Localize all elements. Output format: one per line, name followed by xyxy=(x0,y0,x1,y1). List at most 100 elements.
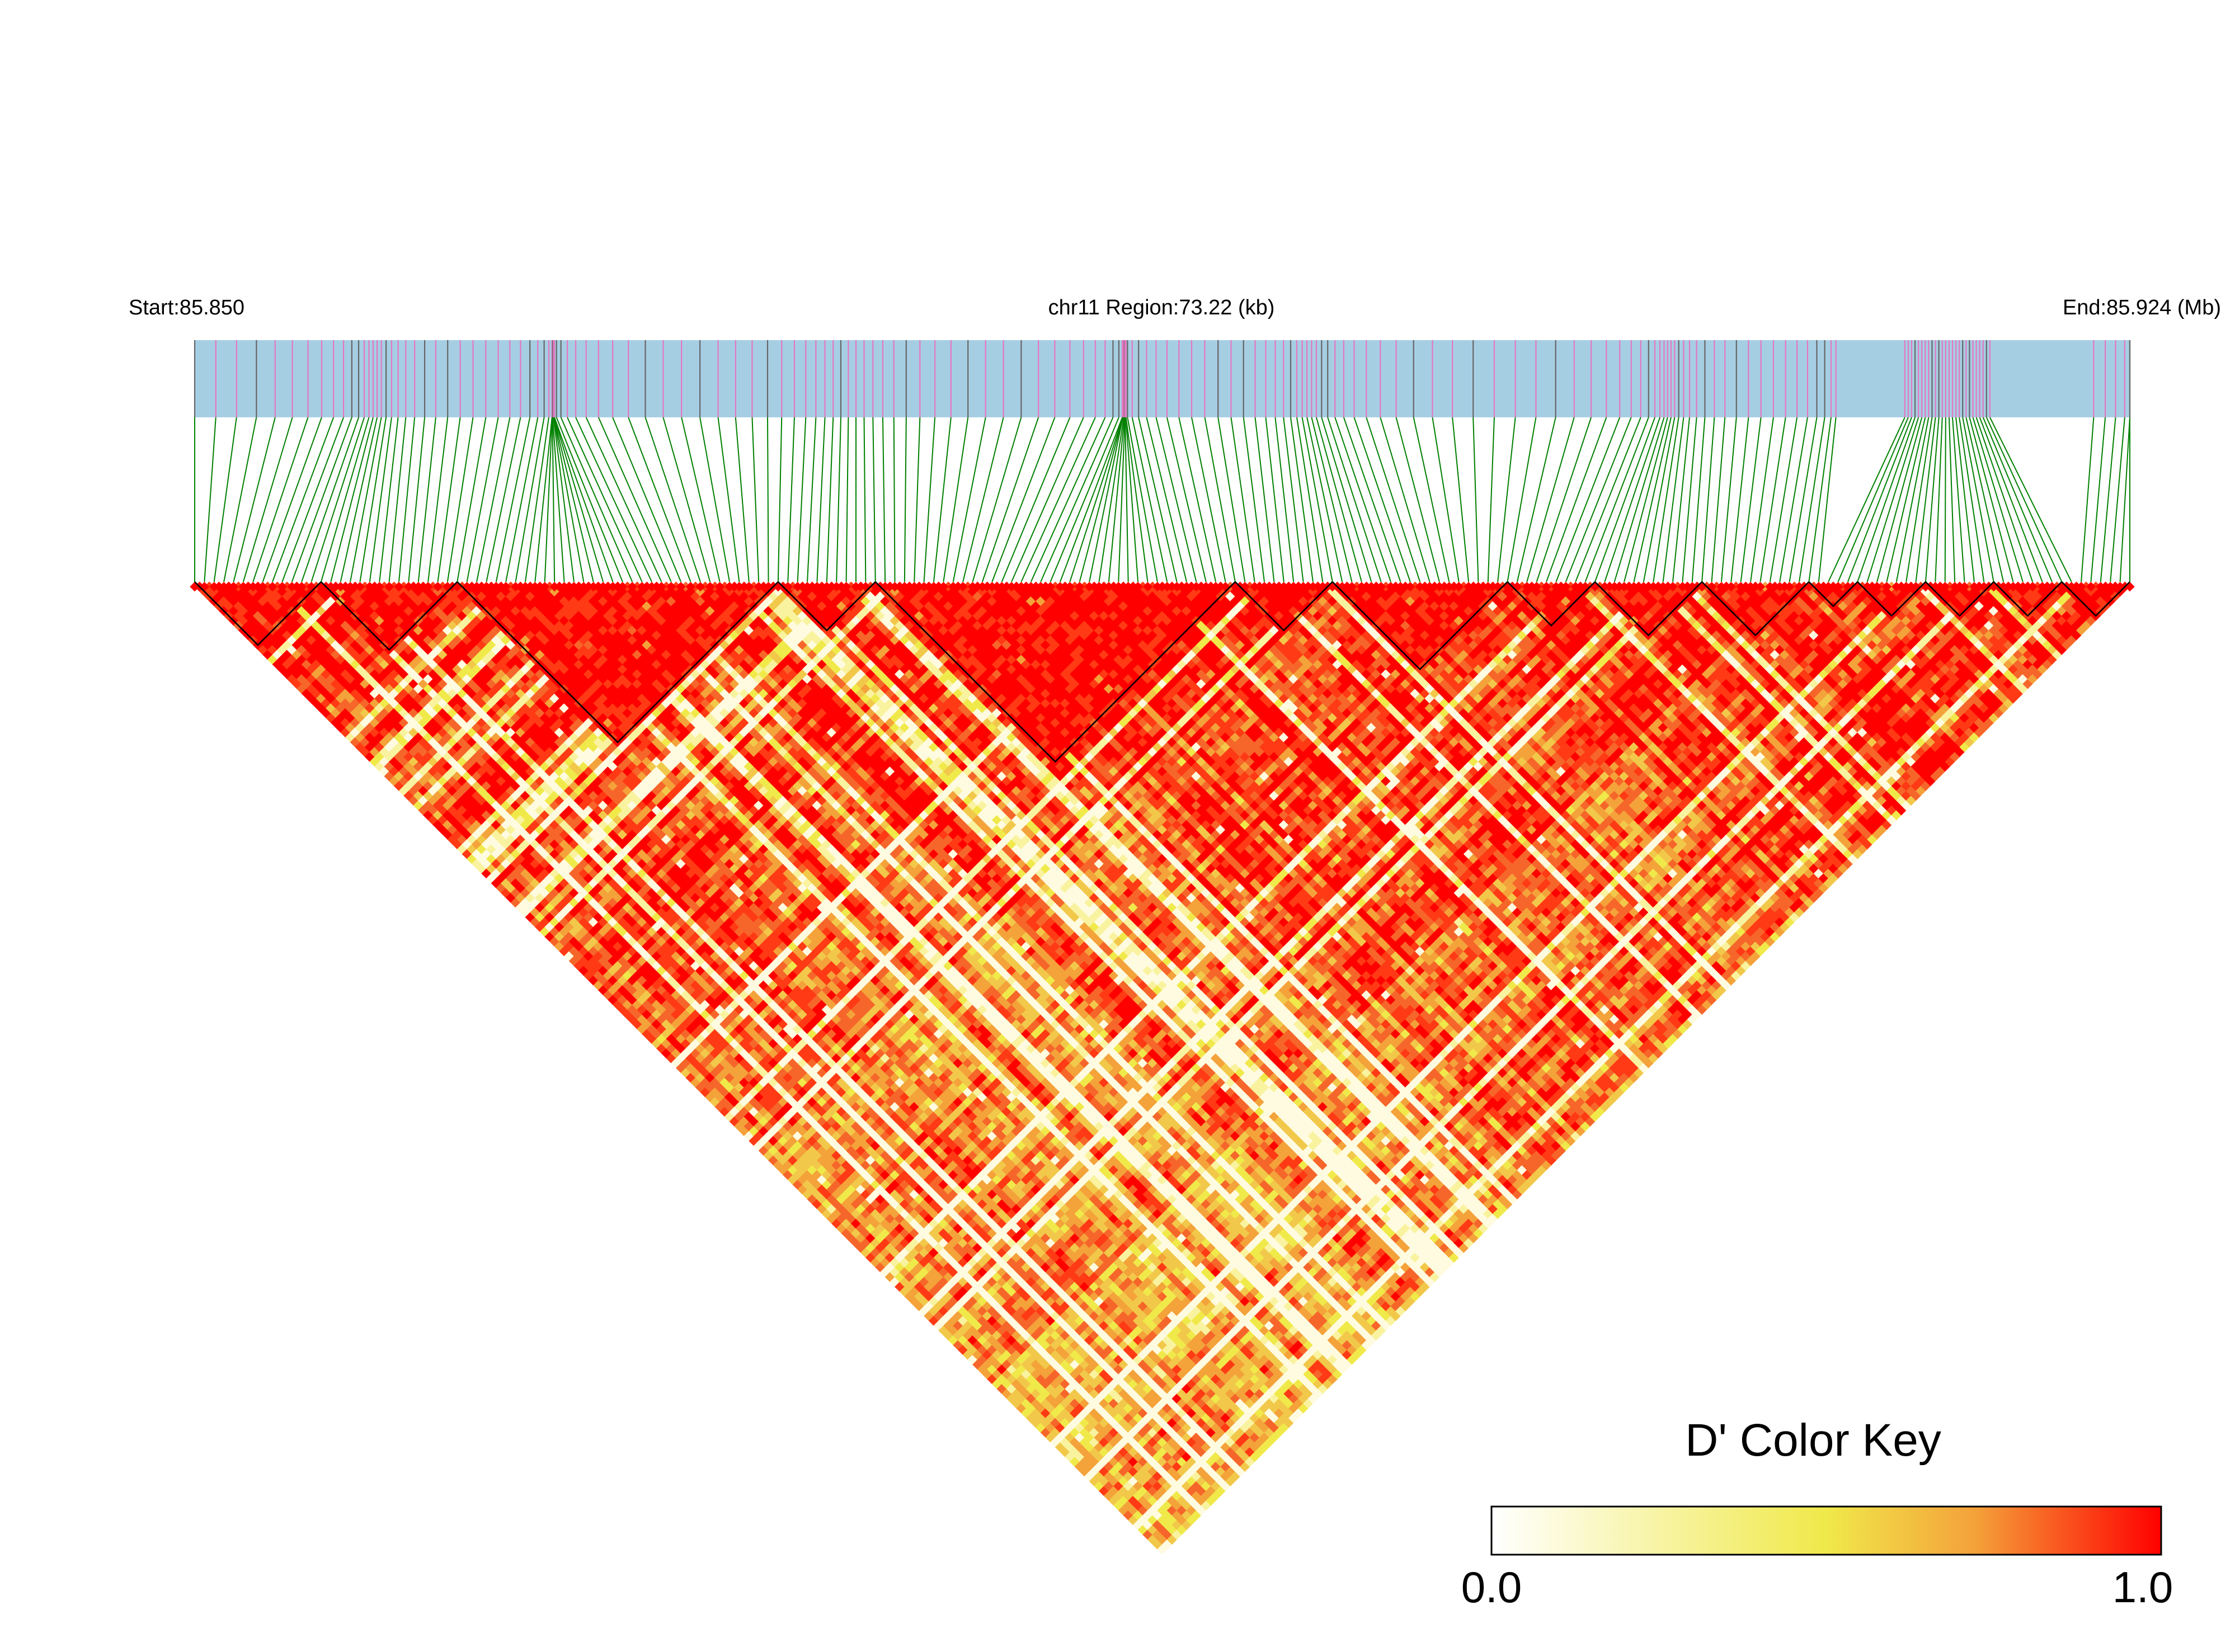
snp-connector xyxy=(1125,417,1139,582)
snp-connector xyxy=(612,417,682,582)
snp-connector xyxy=(735,417,750,582)
snp-connector xyxy=(943,417,969,582)
snp-connector xyxy=(826,417,834,582)
snp-connector xyxy=(1857,417,1916,582)
snp-connector xyxy=(1951,417,1965,582)
snp-connector xyxy=(1662,417,1685,582)
snp-connector xyxy=(553,417,585,582)
snp-connector xyxy=(1886,417,1926,582)
snp-connector xyxy=(427,417,449,582)
snp-connector xyxy=(2119,417,2130,582)
snp-connector xyxy=(1975,417,2034,582)
snp-connector xyxy=(1204,417,1236,582)
snp-connector xyxy=(1633,417,1672,582)
snp-connector xyxy=(1799,417,1825,582)
snp-connector xyxy=(1089,417,1123,582)
ld-heatmap-cells xyxy=(190,581,2135,1555)
snp-connector xyxy=(845,417,849,582)
snp-connector xyxy=(699,417,730,582)
snp-connector xyxy=(2081,417,2095,582)
snp-connector xyxy=(1624,417,1668,582)
snp-connector xyxy=(751,417,760,582)
snp-connector xyxy=(1124,417,1129,582)
snp-connector xyxy=(1069,417,1123,582)
snp-connector xyxy=(1982,417,2053,582)
snp-connector xyxy=(1001,417,1071,582)
snp-connector xyxy=(321,417,370,582)
snp-connector xyxy=(1380,417,1431,582)
snp-connector xyxy=(1565,417,1632,582)
snp-connector xyxy=(1395,417,1440,582)
snp-connector xyxy=(1789,417,1818,582)
snp-position-track xyxy=(194,340,2131,417)
snp-connector xyxy=(223,417,257,582)
snp-connector xyxy=(1432,417,1460,582)
snp-connector xyxy=(446,417,474,582)
snp-connector xyxy=(597,417,672,582)
snp-connector xyxy=(1230,417,1255,582)
snp-connector xyxy=(553,417,604,582)
snp-connector xyxy=(767,417,769,582)
snp-connector xyxy=(933,417,952,582)
snp-connector xyxy=(1750,417,1774,582)
snp-connector xyxy=(1969,417,2014,582)
snp-connector xyxy=(1327,417,1382,582)
snp-connector xyxy=(1321,417,1372,582)
snp-connector xyxy=(1979,417,2043,582)
snp-connector xyxy=(476,417,511,582)
snp-connector xyxy=(1546,417,1607,582)
snp-connector xyxy=(1472,417,1479,582)
snp-connector xyxy=(777,417,783,582)
snp-connector xyxy=(1243,417,1265,582)
snp-connector xyxy=(1876,417,1923,582)
snp-connector xyxy=(1138,417,1178,582)
snp-connector xyxy=(1985,417,2063,582)
snp-connector xyxy=(1584,417,1649,582)
snp-connector xyxy=(1366,417,1421,582)
snp-connector xyxy=(1935,417,1943,582)
snp-connector xyxy=(972,417,1022,582)
snp-connector xyxy=(1720,417,1737,582)
snp-connector xyxy=(787,417,795,582)
snp-connector xyxy=(1306,417,1343,582)
snp-connector xyxy=(1682,417,1697,582)
snp-connector xyxy=(262,417,322,582)
snp-connector xyxy=(553,417,575,582)
snp-connector xyxy=(1290,417,1314,582)
snp-connector xyxy=(1497,417,1516,582)
snp-connector xyxy=(242,417,293,582)
snp-connector xyxy=(1274,417,1295,582)
snp-connector xyxy=(1536,417,1592,582)
snp-connector xyxy=(1691,417,1706,582)
snp-connector xyxy=(1166,417,1207,582)
snp-connector xyxy=(1507,417,1537,582)
start-label: Start:85.850 xyxy=(129,296,244,319)
snp-connector xyxy=(797,417,807,582)
region-header: Start:85.850 chr11 Region:73.22 (kb) End… xyxy=(129,296,2221,319)
snp-connector xyxy=(398,417,416,582)
snp-connector xyxy=(863,417,867,582)
snp-connector xyxy=(575,417,652,582)
snp-connector xyxy=(1146,417,1187,582)
snp-connector xyxy=(1131,417,1168,582)
snp-tick-marks xyxy=(194,340,2131,417)
snp-connector xyxy=(379,417,399,582)
snp-connector xyxy=(1759,417,1786,582)
snp-connector xyxy=(1989,417,2072,582)
snp-connector xyxy=(1769,417,1798,582)
snp-connector xyxy=(1925,417,1940,582)
snp-connector xyxy=(1191,417,1226,582)
snp-connector xyxy=(1828,417,1905,582)
snp-connector xyxy=(233,417,276,582)
snp-connector xyxy=(567,417,643,582)
snp-connector xyxy=(1487,417,1495,582)
snp-connector xyxy=(437,417,461,582)
snp-connector xyxy=(1818,417,1837,582)
snp-connector xyxy=(923,417,936,582)
snp-connector xyxy=(2090,417,2106,582)
snp-connector xyxy=(1125,417,1149,582)
snp-connector xyxy=(1643,417,1676,582)
snp-connector xyxy=(554,417,614,582)
snp-connector xyxy=(466,417,499,582)
